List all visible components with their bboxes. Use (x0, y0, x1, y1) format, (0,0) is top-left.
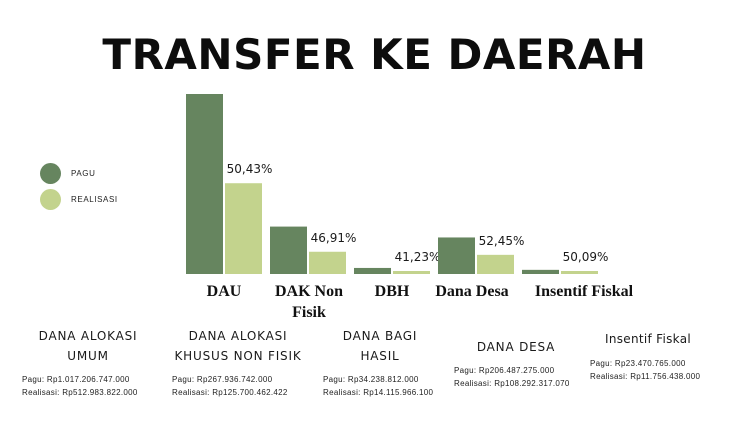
legend-item-pagu: PAGU (40, 163, 95, 184)
bar-pagu-dbh (354, 267, 391, 274)
data-label-dak-non-fisik: 46,91% (311, 231, 357, 245)
bar-realisasi-dak-non-fisik (309, 251, 346, 274)
detail-card-insentif-fiskal: Insentif Fiskal Pagu: Rp23.470.765.000 R… (584, 329, 712, 383)
bar-realisasi-dana-desa (477, 254, 514, 274)
bar-pagu-dau (186, 94, 223, 274)
detail-pagu: Pagu: Rp267.936.742.000 (172, 375, 273, 384)
detail-title: DANA ALOKASI UMUM (38, 329, 138, 363)
detail-realisasi: Realisasi: Rp125.700.462.422 (172, 388, 288, 397)
detail-pagu: Pagu: Rp34.238.812.000 (323, 375, 419, 384)
legend-swatch-realisasi (40, 189, 61, 210)
legend-label-realisasi: REALISASI (71, 195, 118, 204)
bar-realisasi-insentif-fiskal (561, 271, 598, 274)
detail-card-dana-desa: DANA DESA Pagu: Rp206.487.275.000 Realis… (448, 337, 584, 390)
detail-pagu: Pagu: Rp23.470.765.000 (590, 359, 686, 368)
legend-label-pagu: PAGU (71, 169, 96, 178)
detail-realisasi: Realisasi: Rp108.292.317.070 (454, 379, 570, 388)
bar-pagu-dak-non-fisik (270, 226, 307, 274)
page-title: TRANSFER KE DAERAH (102, 30, 647, 79)
detail-title: DANA BAGI HASIL (342, 329, 418, 363)
detail-title: DANA ALOKASI KHUSUS NON FISIK (174, 329, 302, 363)
category-label-dak-non-fisik: DAK Non Fisik (274, 283, 343, 321)
legend-item-realisasi: REALISASI (40, 189, 118, 210)
category-label-dau: DAU (206, 283, 242, 300)
detail-pagu: Pagu: Rp1.017.206.747.000 (22, 375, 130, 384)
category-label-insentif-fiskal: Insentif Fiskal (534, 283, 634, 300)
data-label-dau: 50,43% (227, 162, 273, 176)
detail-card-dak: DANA ALOKASI KHUSUS NON FISIK Pagu: Rp26… (164, 326, 312, 399)
detail-title: Insentif Fiskal (604, 332, 691, 346)
detail-realisasi: Realisasi: Rp512.983.822.000 (22, 388, 138, 397)
legend-swatch-pagu (40, 163, 61, 184)
detail-title: DANA DESA (476, 340, 556, 354)
category-label-dana-desa: Dana Desa (435, 283, 509, 300)
detail-card-dbh: DANA BAGI HASIL Pagu: Rp34.238.812.000 R… (316, 326, 444, 399)
detail-realisasi: Realisasi: Rp14.115.966.100 (323, 388, 434, 397)
bar-realisasi-dau (225, 183, 262, 274)
bar-pagu-insentif-fiskal (522, 269, 559, 274)
detail-realisasi: Realisasi: Rp11.756.438.000 (590, 372, 701, 381)
data-label-dbh: 41,23% (395, 250, 441, 264)
detail-pagu: Pagu: Rp206.487.275.000 (454, 366, 555, 375)
data-label-dana-desa: 52,45% (479, 234, 525, 248)
bar-realisasi-dbh (393, 271, 430, 274)
bar-pagu-dana-desa (438, 237, 475, 274)
data-label-insentif-fiskal: 50,09% (563, 250, 609, 264)
detail-card-dau: DANA ALOKASI UMUM Pagu: Rp1.017.206.747.… (18, 326, 158, 399)
category-label-dbh: DBH (374, 283, 410, 300)
